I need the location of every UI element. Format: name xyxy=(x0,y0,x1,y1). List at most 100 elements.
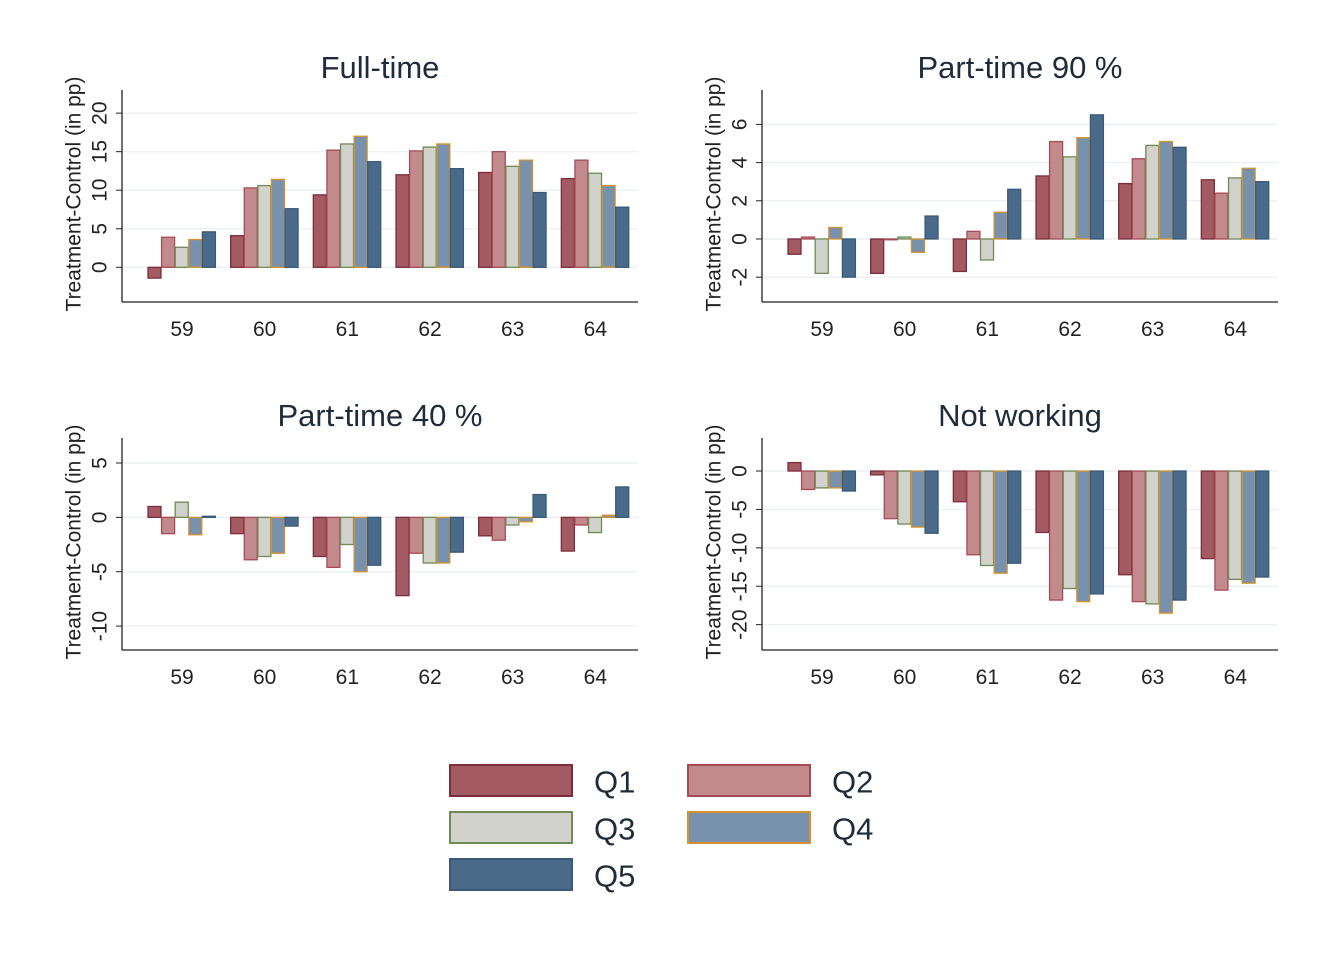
bar-q2-59 xyxy=(160,516,176,535)
bar-q1-59 xyxy=(147,505,162,519)
bar-q5-62 xyxy=(449,516,465,553)
y-tick-label: 5 xyxy=(89,457,112,469)
bar-q4-60 xyxy=(270,516,286,554)
y-tick-label: -5 xyxy=(89,562,112,581)
bar-q5-60 xyxy=(284,208,299,268)
bar-q5-60 xyxy=(924,215,939,240)
bar-q5-64 xyxy=(1255,181,1270,240)
bar-q1-64 xyxy=(1200,179,1215,240)
bar-q1-63 xyxy=(478,516,493,537)
bar-q1-63 xyxy=(478,171,493,268)
bar-q2-64 xyxy=(1214,192,1229,240)
bar-q3-60 xyxy=(897,470,912,525)
bar-q1-60 xyxy=(230,235,245,268)
bar-q3-64 xyxy=(587,172,603,268)
chart-title: Part-time 40 % xyxy=(277,398,482,433)
bar-q1-60 xyxy=(870,238,885,275)
bar-q2-63 xyxy=(1131,158,1146,240)
bar-q1-59 xyxy=(787,461,802,472)
x-tick-label: 60 xyxy=(893,318,916,341)
y-tick-label: 0 xyxy=(729,233,752,245)
bar-q1-62 xyxy=(1035,470,1050,534)
bar-q2-60 xyxy=(883,238,898,241)
legend-label: Q1 xyxy=(594,765,635,800)
bar-q4-62 xyxy=(436,143,451,268)
bar-q5-62 xyxy=(1089,114,1105,240)
bar-q1-63 xyxy=(1118,470,1133,576)
bar-q2-63 xyxy=(491,151,506,268)
x-tick-label: 59 xyxy=(810,666,833,689)
y-tick-label: -5 xyxy=(729,500,752,519)
bar-q1-62 xyxy=(395,174,410,268)
bar-q4-61 xyxy=(353,516,368,573)
bar-q2-59 xyxy=(800,470,816,491)
bar-q2-59 xyxy=(160,236,176,268)
bar-q5-61 xyxy=(367,161,382,268)
bar-q5-61 xyxy=(1007,470,1022,564)
bar-q2-62 xyxy=(408,516,424,554)
bar-q1-61 xyxy=(952,470,967,503)
x-tick-label: 63 xyxy=(1141,666,1164,689)
y-tick-label: -10 xyxy=(729,533,752,563)
y-axis-label: Treatment-Control (in pp) xyxy=(703,425,726,660)
bar-q1-59 xyxy=(147,266,162,279)
bar-q5-64 xyxy=(615,486,630,519)
bar-q4-63 xyxy=(518,159,534,268)
y-tick-label: 15 xyxy=(89,140,112,163)
bar-q3-62 xyxy=(1062,470,1077,590)
y-tick-label: 2 xyxy=(729,195,752,207)
bar-q5-64 xyxy=(615,206,630,268)
bar-q4-62 xyxy=(436,516,451,564)
legend-swatch xyxy=(449,858,573,891)
y-tick-label: -10 xyxy=(89,611,112,641)
y-tick-label: -20 xyxy=(729,609,752,639)
bar-q2-60 xyxy=(883,470,898,520)
legend-label: Q2 xyxy=(832,765,873,800)
x-tick-label: 63 xyxy=(501,318,524,341)
x-tick-label: 60 xyxy=(253,666,276,689)
bar-q4-60 xyxy=(910,470,926,528)
y-tick-label: -2 xyxy=(729,268,752,287)
bar-q4-59 xyxy=(188,516,203,536)
bar-q3-63 xyxy=(1145,144,1160,240)
x-tick-label: 59 xyxy=(170,318,193,341)
bar-q3-61 xyxy=(979,470,995,567)
bar-q3-63 xyxy=(1145,470,1160,605)
bar-q1-62 xyxy=(395,516,410,597)
y-tick-label: 0 xyxy=(89,261,112,273)
y-axis-label: Treatment-Control (in pp) xyxy=(703,77,726,312)
bar-q3-60 xyxy=(257,184,272,268)
y-tick-label: -15 xyxy=(729,571,752,601)
legend-swatch xyxy=(687,764,811,797)
bar-q3-64 xyxy=(1227,470,1243,580)
bar-q5-62 xyxy=(449,167,465,268)
legend-swatch xyxy=(449,811,573,844)
bar-q5-60 xyxy=(924,470,939,534)
bar-q2-63 xyxy=(491,516,506,541)
y-tick-label: 20 xyxy=(89,101,112,124)
bar-q4-61 xyxy=(993,470,1008,574)
x-tick-label: 59 xyxy=(810,318,833,341)
bar-q2-61 xyxy=(326,149,341,268)
bar-q1-64 xyxy=(1200,470,1215,560)
bar-q5-61 xyxy=(367,516,382,566)
bar-q5-63 xyxy=(532,191,547,268)
x-tick-label: 62 xyxy=(418,318,441,341)
y-tick-label: 0 xyxy=(89,512,112,524)
bar-q5-63 xyxy=(1172,470,1187,601)
bar-q1-59 xyxy=(787,238,802,255)
bar-q4-59 xyxy=(828,226,843,240)
bar-q5-59 xyxy=(841,470,857,492)
bar-q4-61 xyxy=(353,135,368,268)
x-tick-label: 62 xyxy=(1058,666,1081,689)
bar-q5-63 xyxy=(1172,146,1187,240)
bar-q5-62 xyxy=(1089,470,1105,595)
bar-q1-62 xyxy=(1035,175,1050,240)
bar-q3-61 xyxy=(339,143,355,268)
bar-q4-64 xyxy=(601,184,616,268)
